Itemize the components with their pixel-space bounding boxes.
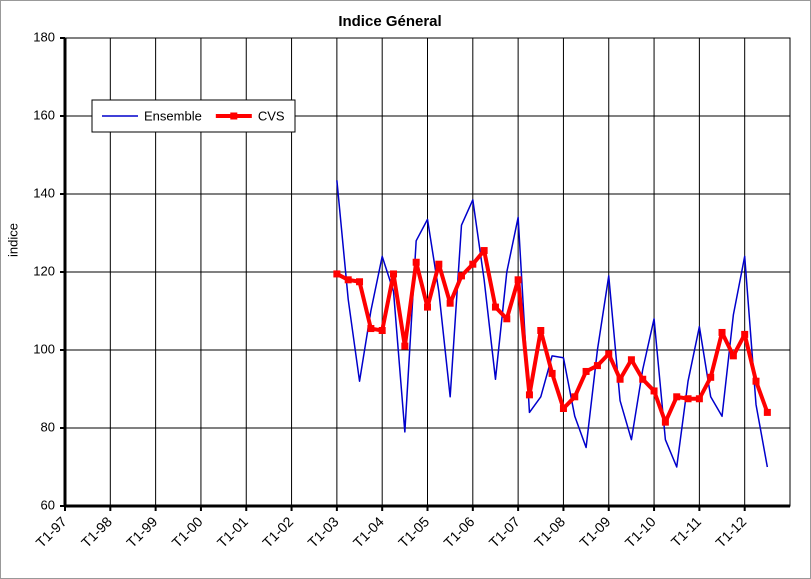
marker bbox=[763, 408, 771, 416]
y-tick-label: 80 bbox=[41, 419, 55, 434]
marker bbox=[537, 327, 545, 334]
marker bbox=[378, 327, 386, 334]
y-tick-label: 180 bbox=[33, 29, 55, 44]
marker bbox=[390, 270, 398, 278]
marker bbox=[752, 377, 760, 385]
marker bbox=[424, 303, 431, 311]
marker bbox=[729, 352, 737, 360]
marker bbox=[695, 395, 703, 403]
y-tick-label: 100 bbox=[33, 341, 55, 356]
marker bbox=[457, 272, 465, 280]
marker bbox=[627, 356, 635, 364]
marker bbox=[661, 418, 669, 426]
marker bbox=[718, 328, 726, 336]
legend-marker bbox=[230, 112, 238, 120]
y-tick-label: 60 bbox=[41, 497, 55, 512]
marker bbox=[707, 373, 715, 381]
y-axis-label: indice bbox=[5, 223, 20, 257]
marker bbox=[344, 276, 352, 284]
marker bbox=[503, 315, 511, 323]
legend-label: CVS bbox=[258, 108, 285, 123]
marker bbox=[514, 276, 522, 284]
marker bbox=[446, 299, 454, 307]
marker bbox=[525, 391, 533, 399]
y-tick-label: 140 bbox=[33, 185, 55, 200]
marker bbox=[684, 395, 692, 403]
y-tick-label: 120 bbox=[33, 263, 55, 278]
marker bbox=[639, 375, 647, 383]
series-line bbox=[336, 180, 769, 468]
marker bbox=[582, 367, 590, 375]
marker bbox=[559, 405, 567, 412]
marker bbox=[741, 330, 749, 338]
chart-title: Indice Géneral bbox=[338, 13, 441, 30]
marker bbox=[548, 369, 556, 377]
marker bbox=[616, 375, 624, 383]
marker bbox=[435, 260, 443, 268]
y-tick-label: 160 bbox=[33, 107, 55, 122]
marker bbox=[571, 393, 579, 401]
marker bbox=[650, 387, 658, 395]
legend-label: Ensemble bbox=[144, 108, 202, 123]
marker bbox=[480, 247, 488, 255]
marker bbox=[333, 270, 341, 278]
marker bbox=[673, 393, 681, 401]
marker bbox=[605, 350, 613, 358]
marker bbox=[469, 260, 477, 268]
marker bbox=[412, 258, 420, 266]
marker bbox=[491, 303, 499, 311]
marker bbox=[356, 278, 364, 286]
marker bbox=[367, 325, 375, 333]
marker bbox=[593, 362, 601, 370]
marker bbox=[401, 342, 409, 350]
